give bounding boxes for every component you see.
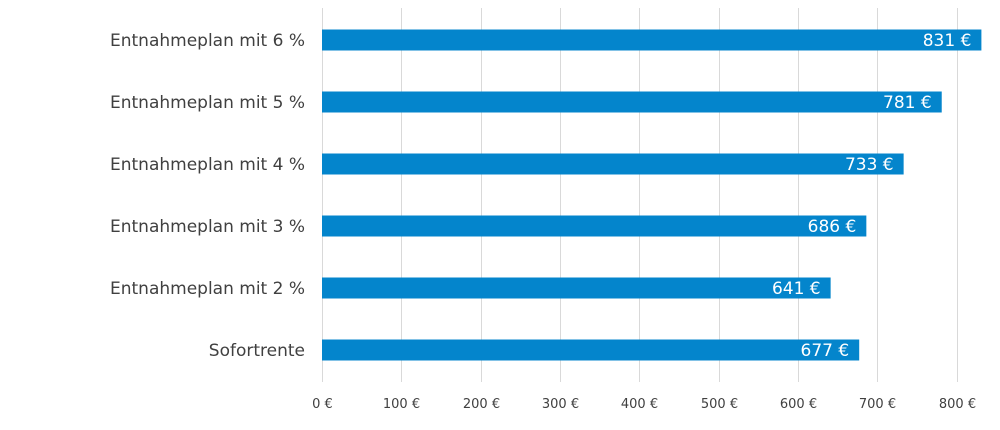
x-tick-label: 200 € [463,397,500,412]
bar [322,215,867,237]
bar [322,91,942,113]
category-labels: Entnahmeplan mit 6 % Entnahmeplan mit 5 %… [110,31,305,361]
x-tick-label: 500 € [701,397,738,412]
bar [322,153,904,175]
x-tick-label: 300 € [542,397,579,412]
x-tick-label: 600 € [780,397,817,412]
bars [322,29,982,361]
data-label: 641 € [772,279,821,299]
x-axis-tick-labels: 0 € 100 € 200 € 300 € 400 € 500 € 600 € 700 € 80… [312,397,976,412]
x-tick-label: 800 € [939,397,976,412]
data-label: 733 € [845,155,894,175]
category-label: Entnahmeplan mit 4 % [110,155,305,175]
category-label: Entnahmeplan mit 2 % [110,279,305,299]
x-tick-label: 0 € [312,397,333,412]
category-label: Entnahmeplan mit 3 % [110,217,305,237]
category-label: Entnahmeplan mit 5 % [110,93,305,113]
x-tick-label: 700 € [859,397,896,412]
data-label: 831 € [923,31,972,51]
gridlines [322,8,958,382]
category-label: Entnahmeplan mit 6 % [110,31,305,51]
x-tick-label: 100 € [383,397,420,412]
data-labels: 831 € 781 € 733 € 686 € 641 € 677 € [772,31,971,361]
x-tick-label: 400 € [621,397,658,412]
category-label: Sofortrente [209,341,305,361]
data-label: 781 € [883,93,932,113]
bar [322,29,982,51]
data-label: 686 € [808,217,857,237]
bar [322,277,831,299]
data-label: 677 € [801,341,850,361]
bar [322,339,860,361]
